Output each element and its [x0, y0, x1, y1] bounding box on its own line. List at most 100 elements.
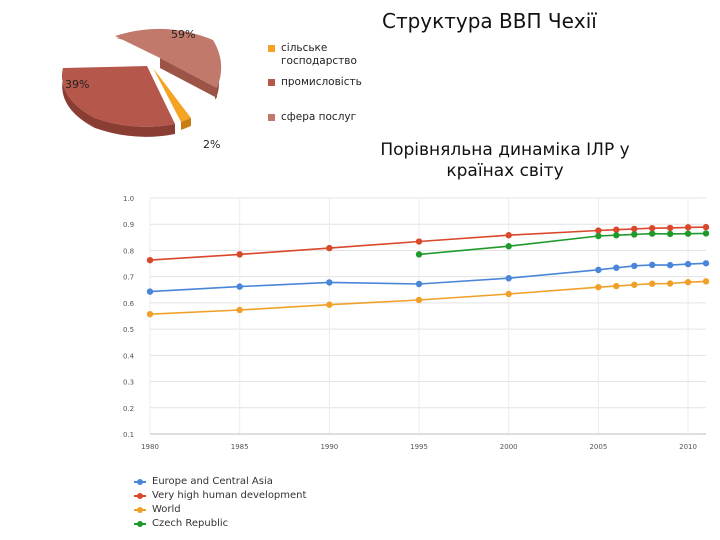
y-tick-label: 0.1	[123, 431, 134, 439]
y-tick-label: 0.2	[123, 405, 134, 413]
data-point	[326, 279, 333, 286]
x-tick-label: 1995	[410, 443, 428, 451]
pie-legend-label: сфера послуг	[281, 111, 357, 123]
data-point	[236, 306, 243, 314]
x-tick-label: 1990	[320, 443, 338, 451]
legend-marker	[134, 521, 146, 527]
grid-layer	[149, 197, 706, 435]
data-point	[236, 283, 243, 290]
data-point	[648, 261, 656, 269]
data-point	[236, 251, 243, 258]
data-point	[702, 260, 710, 267]
y-tick-label: 0.8	[123, 247, 134, 255]
pie-slice-industry-side	[62, 68, 175, 137]
data-point	[702, 278, 710, 285]
data-point	[595, 283, 602, 291]
data-point	[146, 310, 154, 318]
hdi-title: Порівняльна динаміка ІЛР у країнах світу	[380, 140, 630, 181]
data-point	[505, 275, 512, 282]
data-point	[595, 266, 602, 274]
x-tick-label: 2010	[679, 443, 697, 451]
pie-label-agriculture: 2%	[203, 138, 221, 151]
pie-legend: сільське господарство промисловість сфер…	[268, 42, 378, 124]
y-tick-label: 0.4	[123, 352, 135, 360]
data-point	[415, 296, 423, 304]
legend-swatch	[268, 79, 275, 86]
data-point	[666, 261, 674, 269]
data-point	[505, 290, 512, 298]
hdi-legend-item: World	[134, 503, 306, 517]
data-point	[666, 224, 674, 232]
data-point	[326, 301, 333, 308]
data-point	[326, 244, 333, 252]
data-point	[648, 230, 656, 237]
data-point	[613, 264, 620, 271]
legend-swatch	[268, 45, 275, 52]
x-tick-label: 2005	[589, 443, 607, 451]
data-point	[595, 227, 602, 234]
legend-marker	[134, 507, 146, 513]
x-tick-label: 1985	[231, 443, 249, 451]
data-point	[666, 230, 674, 238]
x-tick-label: 2000	[500, 443, 518, 451]
y-tick-label: 0.5	[123, 326, 134, 334]
series-layer	[146, 223, 710, 318]
data-point	[613, 226, 620, 233]
pie-label-industry: 39%	[65, 78, 90, 91]
data-point	[631, 225, 638, 233]
pie-slice-agriculture-side	[181, 118, 191, 130]
hdi-legend-label: Czech Republic	[152, 518, 229, 529]
gdp-title: Структура ВВП Чехії	[382, 9, 597, 33]
data-point	[648, 224, 656, 232]
y-tick-label: 1.0	[123, 195, 134, 203]
pie-legend-item-industry: промисловість	[268, 76, 378, 89]
data-point	[613, 282, 620, 290]
pie-slice-services	[115, 28, 222, 88]
data-point	[702, 223, 710, 231]
data-point	[648, 280, 656, 287]
pie-slice-agriculture	[153, 68, 191, 122]
data-point	[684, 278, 692, 286]
hdi-legend-item: Very high human development	[134, 489, 307, 503]
legend-marker	[134, 493, 146, 499]
y-tick-label: 0.6	[123, 300, 135, 308]
data-point	[415, 251, 423, 258]
data-point	[595, 232, 602, 240]
x-tick-labels: 1980 1985 1990 1995 2000 2005 2010	[141, 443, 697, 451]
y-tick-labels: 0.1 0.2 0.3 0.4 0.5 0.6 0.7 0.8 0.9 1.0	[123, 195, 135, 439]
pie-legend-label: промисловість	[281, 76, 362, 88]
pie-legend-label: сільське господарство	[281, 42, 357, 67]
gdp-pie-svg	[62, 28, 222, 137]
data-point	[415, 280, 423, 288]
data-point	[505, 243, 512, 250]
data-point	[505, 232, 512, 239]
legend-marker	[134, 479, 146, 485]
y-tick-label: 0.3	[123, 379, 134, 387]
data-point	[684, 260, 692, 268]
x-tick-label: 1980	[141, 443, 159, 451]
pie-legend-item-agriculture: сільське господарство	[268, 42, 378, 68]
series-line	[149, 262, 707, 293]
data-point	[666, 280, 674, 287]
data-point	[613, 232, 620, 239]
data-point	[631, 262, 638, 270]
hdi-legend-item: Czech Republic	[134, 517, 306, 531]
data-point	[146, 256, 154, 264]
hdi-legend: Europe and Central Asia Very high human …	[134, 475, 307, 531]
legend-swatch	[268, 114, 275, 121]
gdp-pie-chart: 59% 39% 2%	[55, 18, 255, 151]
hdi-legend-item: Europe and Central Asia	[134, 475, 306, 489]
data-point	[146, 288, 154, 295]
data-point	[631, 281, 638, 288]
hdi-legend-label: Very high human development	[152, 490, 307, 501]
series-line	[418, 232, 707, 256]
pie-label-services: 59%	[171, 28, 196, 41]
data-point	[684, 230, 692, 237]
series-line	[149, 226, 707, 261]
pie-slice-services-edge	[160, 58, 217, 98]
y-tick-label: 0.7	[123, 274, 134, 282]
data-point	[415, 238, 423, 245]
y-tick-label: 0.9	[123, 221, 134, 229]
data-point	[702, 230, 710, 237]
